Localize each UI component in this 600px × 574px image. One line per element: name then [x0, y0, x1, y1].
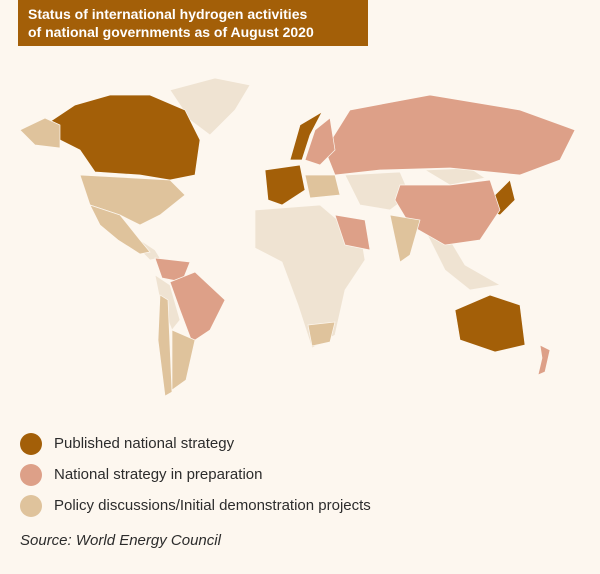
mexico [89, 204, 151, 255]
brazil [169, 271, 226, 343]
australia [454, 294, 526, 353]
title-box: Status of international hydrogen activit… [18, 0, 368, 46]
canada [44, 94, 201, 181]
legend-item: Policy discussions/Initial demonstration… [20, 490, 371, 521]
legend-swatch [20, 494, 42, 517]
legend: Published national strategy National stra… [20, 428, 371, 521]
alaska [19, 117, 61, 149]
legend-item: Published national strategy [20, 428, 371, 459]
legend-swatch [20, 463, 42, 486]
china [394, 179, 501, 246]
title-line: of national governments as of August 202… [28, 24, 314, 40]
legend-item: National strategy in preparation [20, 459, 371, 490]
norway [289, 111, 323, 161]
usa [79, 174, 186, 226]
legend-label: National strategy in preparation [54, 466, 263, 483]
western-europe [264, 164, 306, 206]
legend-label: Policy discussions/Initial demonstration… [54, 497, 371, 514]
legend-label: Published national strategy [54, 435, 235, 452]
india [389, 214, 421, 263]
world-map [19, 77, 576, 397]
argentina [171, 329, 196, 391]
title-line: Status of international hydrogen activit… [28, 6, 308, 22]
sweden-finland [304, 117, 336, 166]
south-africa [307, 321, 336, 347]
russia [324, 94, 576, 176]
eastern-europe [304, 174, 341, 199]
source: Source: World Energy Council [20, 532, 221, 549]
saudi-arabia [334, 214, 371, 251]
chile [157, 294, 173, 397]
new-zealand [537, 344, 551, 376]
legend-swatch [20, 432, 42, 455]
